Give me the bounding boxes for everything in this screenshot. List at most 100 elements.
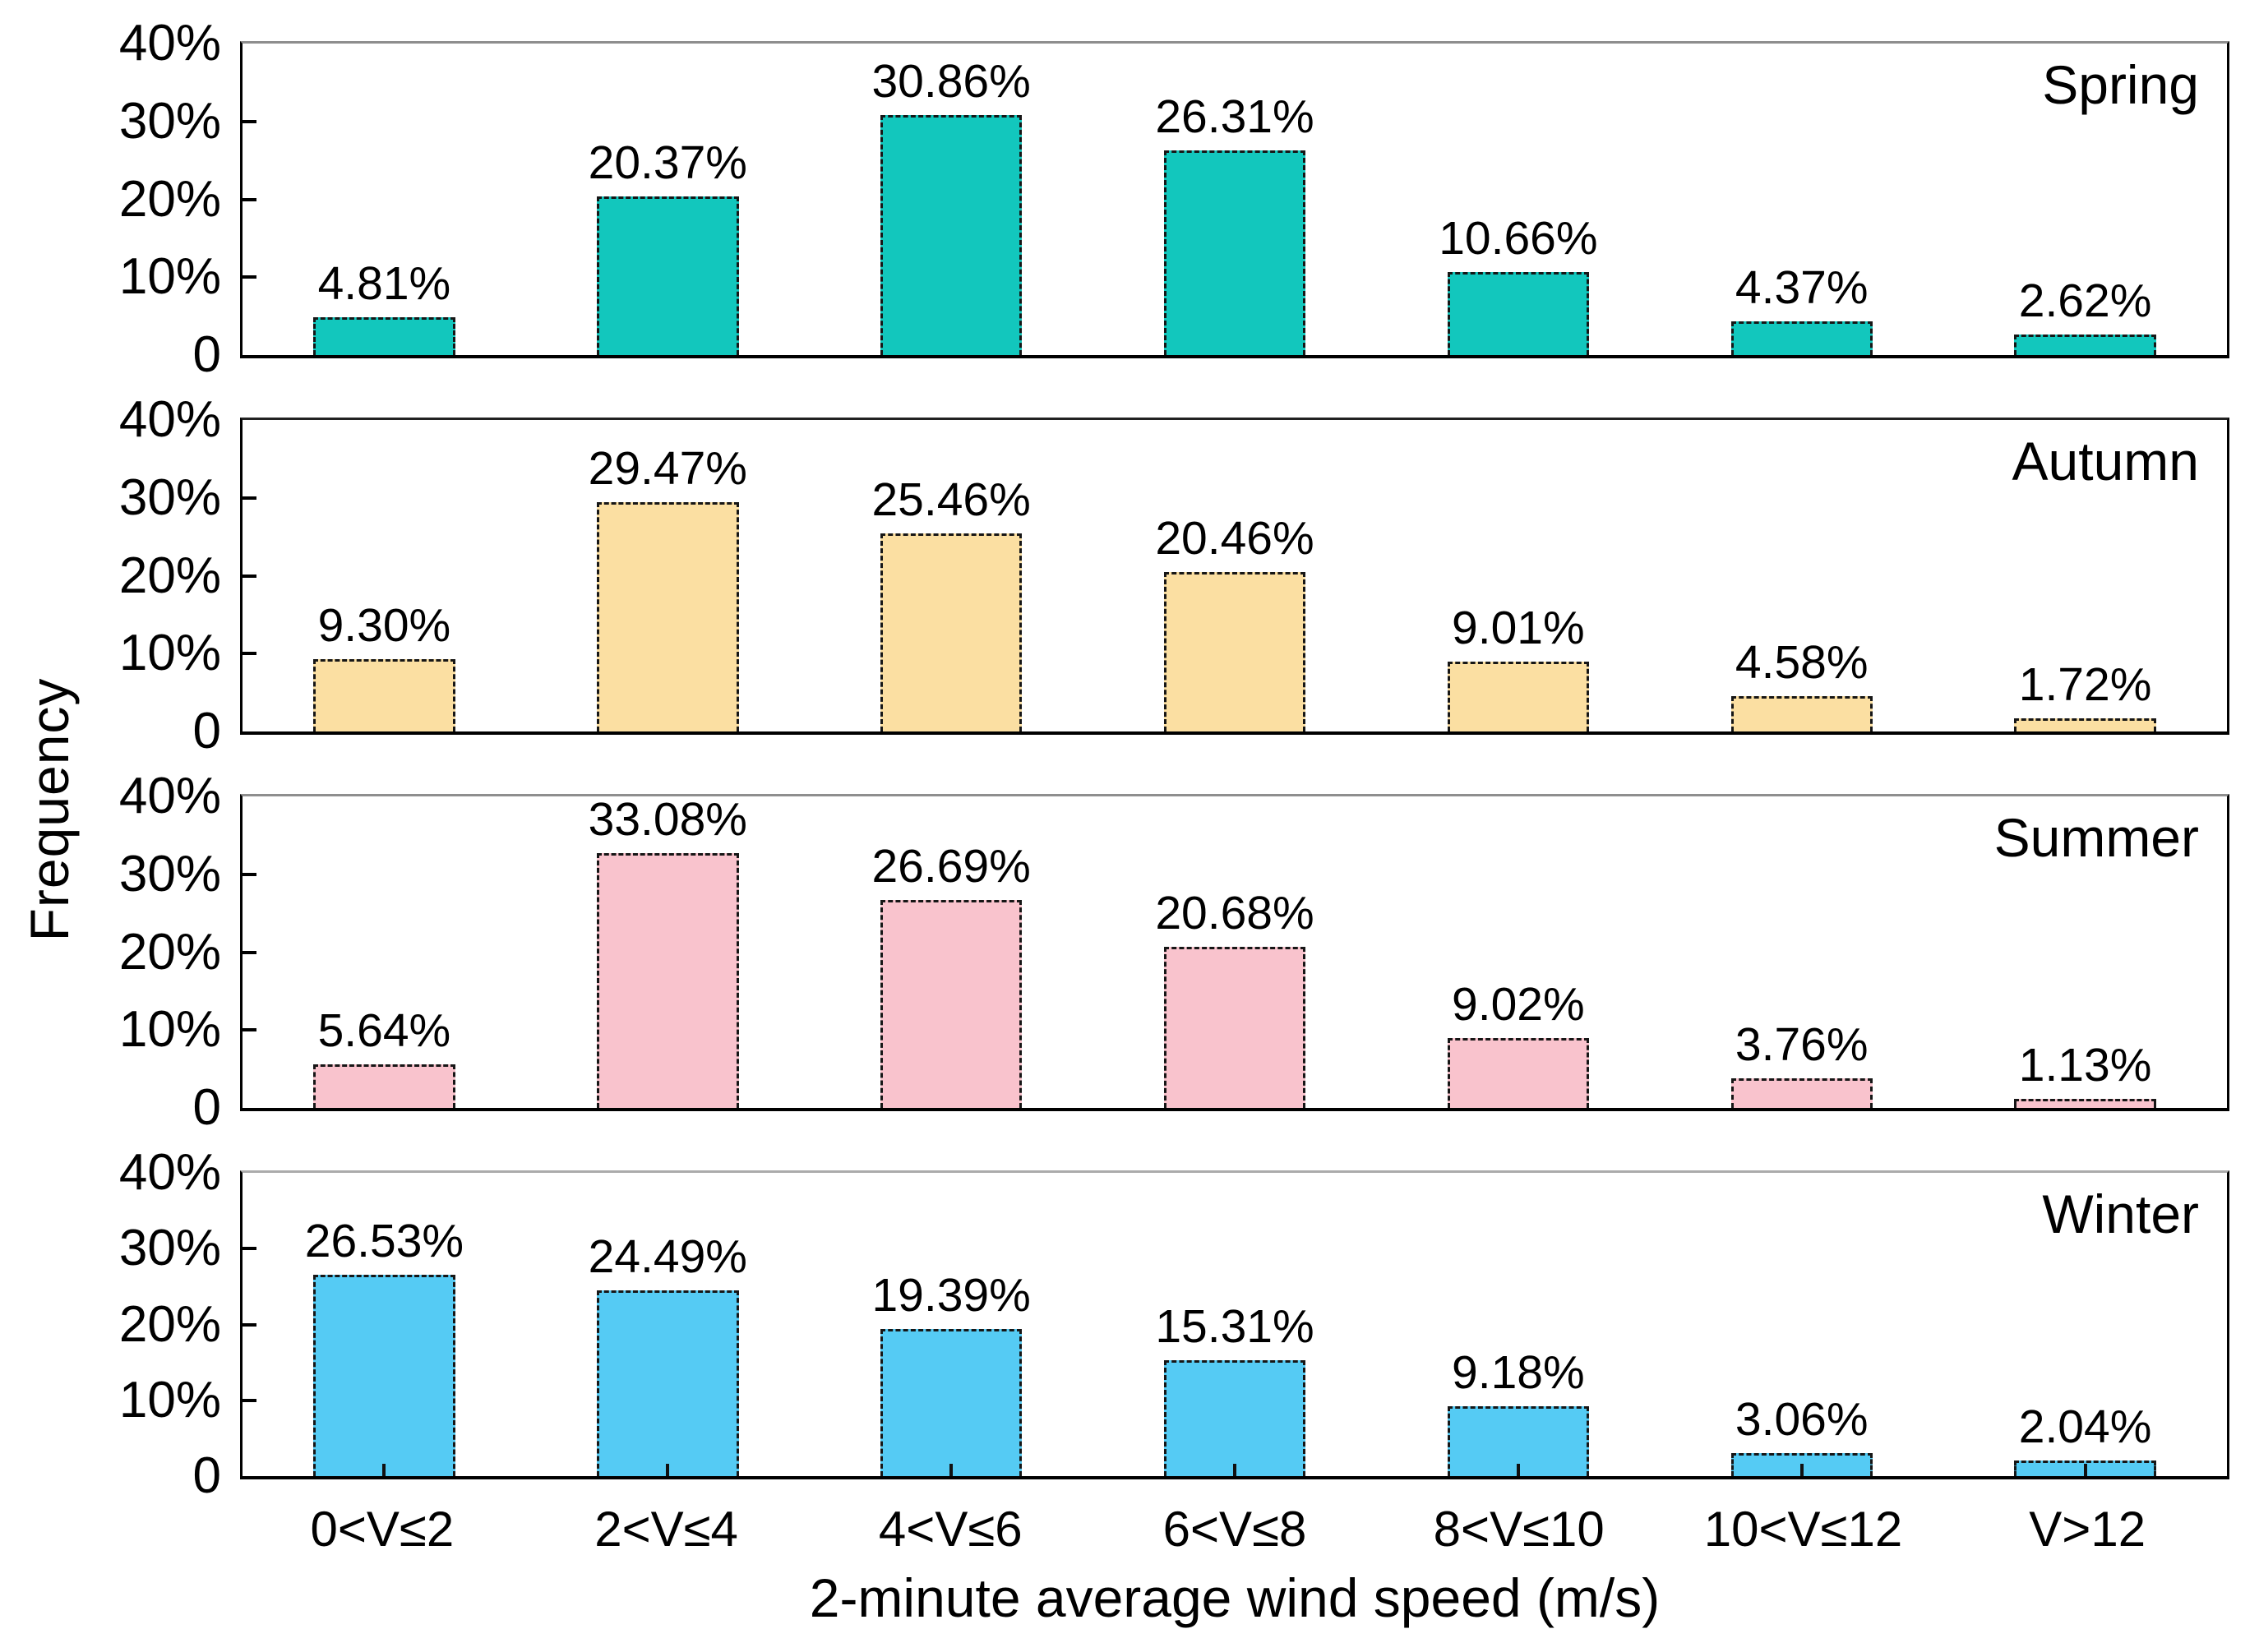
y-tick-label: 30% [118, 1220, 221, 1277]
x-tick-mark [1799, 1464, 1804, 1476]
bar-summer-6 [1730, 1078, 1873, 1108]
bar-column-6: 3.06% [1660, 1173, 1943, 1476]
x-tick-mark [666, 1464, 670, 1476]
bar-column-3: 26.69% [810, 796, 1093, 1108]
y-tick-mark [243, 1398, 256, 1402]
y-tick-label: 40% [118, 1144, 221, 1201]
bar-value-label: 20.37% [588, 136, 747, 189]
bar-value-label: 25.46% [871, 473, 1031, 526]
x-tick-label: 0<V≤2 [310, 1502, 455, 1557]
x-tick-labels-row: 0<V≤2 2<V≤4 4<V≤6 6<V≤8 8<V≤10 10<V≤12 V>12 [240, 1479, 2229, 1557]
bar-summer-1 [313, 1064, 455, 1108]
bar-autumn-4 [1163, 572, 1306, 731]
y-tick-label: 40% [118, 768, 221, 824]
y-tick-label: 20% [118, 1295, 221, 1353]
bar-column-5: 9.18% [1376, 1173, 1660, 1476]
bar-column-6: 4.58% [1660, 420, 1943, 731]
bar-summer-5 [1447, 1037, 1590, 1108]
bar-summer-7 [2014, 1099, 2156, 1108]
bar-value-label: 5.64% [317, 1004, 451, 1057]
y-tick-label: 0 [192, 1447, 221, 1504]
bar-value-label: 4.81% [317, 257, 451, 311]
bar-column-1: 5.64% [243, 796, 526, 1108]
bar-column-3: 25.46% [810, 420, 1093, 731]
bar-columns: 4.81% 20.37% 30.86% 26.31% 10.66% 4.37% 2.62% [243, 44, 2227, 355]
bar-column-2: 33.08% [526, 796, 810, 1108]
bar-autumn-2 [597, 501, 739, 731]
bar-spring-4 [1163, 150, 1306, 355]
y-tick-label: 20% [118, 923, 221, 981]
y-tick-label: 30% [118, 845, 221, 902]
bar-summer-2 [597, 853, 739, 1108]
bar-column-4: 26.31% [1093, 44, 1377, 355]
y-tick-label: 10% [118, 625, 221, 682]
x-tick-mark [1233, 1464, 1236, 1476]
bar-value-label: 3.06% [1735, 1392, 1869, 1446]
bar-spring-5 [1447, 272, 1590, 355]
y-tick-mark [243, 1028, 256, 1032]
bar-column-1: 4.81% [243, 44, 526, 355]
bar-column-7: 2.04% [1943, 1173, 2227, 1476]
bar-spring-1 [313, 317, 455, 355]
bar-column-5: 9.01% [1376, 420, 1660, 731]
x-tick-mark [382, 1464, 386, 1476]
bar-column-6: 4.37% [1660, 44, 1943, 355]
bar-value-label: 9.02% [1452, 977, 1585, 1031]
bar-value-label: 4.58% [1735, 635, 1869, 689]
bar-column-4: 20.68% [1093, 796, 1377, 1108]
bar-autumn-5 [1447, 661, 1590, 731]
bar-column-1: 26.53% [243, 1173, 526, 1476]
bar-value-label: 29.47% [588, 441, 747, 495]
bar-column-5: 9.02% [1376, 796, 1660, 1108]
y-tick-label: 0 [192, 1079, 221, 1136]
y-tick-label: 10% [118, 1001, 221, 1059]
y-tick-label: 30% [118, 92, 221, 150]
season-label-summer: Summer [1993, 807, 2199, 868]
bar-column-5: 10.66% [1376, 44, 1660, 355]
y-tick-mark [243, 119, 256, 123]
x-tick-label: 10<V≤12 [1703, 1502, 1903, 1557]
bar-winter-2 [597, 1290, 739, 1476]
y-tick-mark [243, 1247, 256, 1251]
bar-value-label: 33.08% [588, 793, 747, 846]
x-tick-mark [1516, 1464, 1520, 1476]
bar-value-label: 2.62% [2018, 275, 2152, 328]
panel-summer: 40% 30% 20% 10% 0 Summer 5.64% 33.08% 26.69% 20.6… [119, 771, 2229, 1133]
season-label-spring: Spring [2042, 54, 2199, 115]
y-tick-label: 10% [118, 1371, 221, 1428]
bar-value-label: 26.53% [304, 1215, 464, 1268]
y-tick-label: 30% [118, 468, 221, 526]
bar-autumn-7 [2014, 718, 2156, 731]
bar-spring-3 [880, 114, 1023, 355]
x-tick-label: 8<V≤10 [1433, 1502, 1605, 1557]
bar-value-label: 20.46% [1155, 512, 1314, 565]
x-tick-label: 2<V≤4 [594, 1502, 738, 1557]
y-tick-mark [243, 950, 256, 954]
bar-spring-7 [2014, 335, 2156, 355]
y-tick-label: 0 [192, 703, 221, 759]
bar-spring-2 [597, 196, 739, 355]
bar-winter-3 [880, 1329, 1023, 1476]
bar-column-7: 1.13% [1943, 796, 2227, 1108]
bar-autumn-3 [880, 533, 1023, 731]
bar-value-label: 10.66% [1439, 212, 1598, 265]
bar-column-1: 9.30% [243, 420, 526, 731]
panel-autumn: 40% 30% 20% 10% 0 Autumn 9.30% 29.47% 25.46% 20.4… [119, 395, 2229, 757]
bar-summer-3 [880, 900, 1023, 1108]
y-tick-mark [243, 574, 256, 578]
y-tick-label: 10% [118, 248, 221, 306]
bar-column-4: 15.31% [1093, 1173, 1377, 1476]
bar-value-label: 1.72% [2018, 658, 2152, 711]
y-tick-mark [243, 197, 256, 201]
y-tick-label: 0 [192, 326, 221, 383]
bar-value-label: 19.39% [871, 1269, 1031, 1322]
bar-column-4: 20.46% [1093, 420, 1377, 731]
y-tick-label: 20% [118, 170, 221, 228]
x-axis-title: 2-minute average wind speed (m/s) [809, 1567, 1661, 1628]
x-tick-mark [949, 1464, 954, 1476]
y-tick-mark [243, 496, 256, 500]
bar-value-label: 3.76% [1735, 1018, 1869, 1072]
season-label-winter: Winter [2042, 1184, 2199, 1244]
bar-column-7: 1.72% [1943, 420, 2227, 731]
bar-value-label: 24.49% [588, 1230, 747, 1284]
